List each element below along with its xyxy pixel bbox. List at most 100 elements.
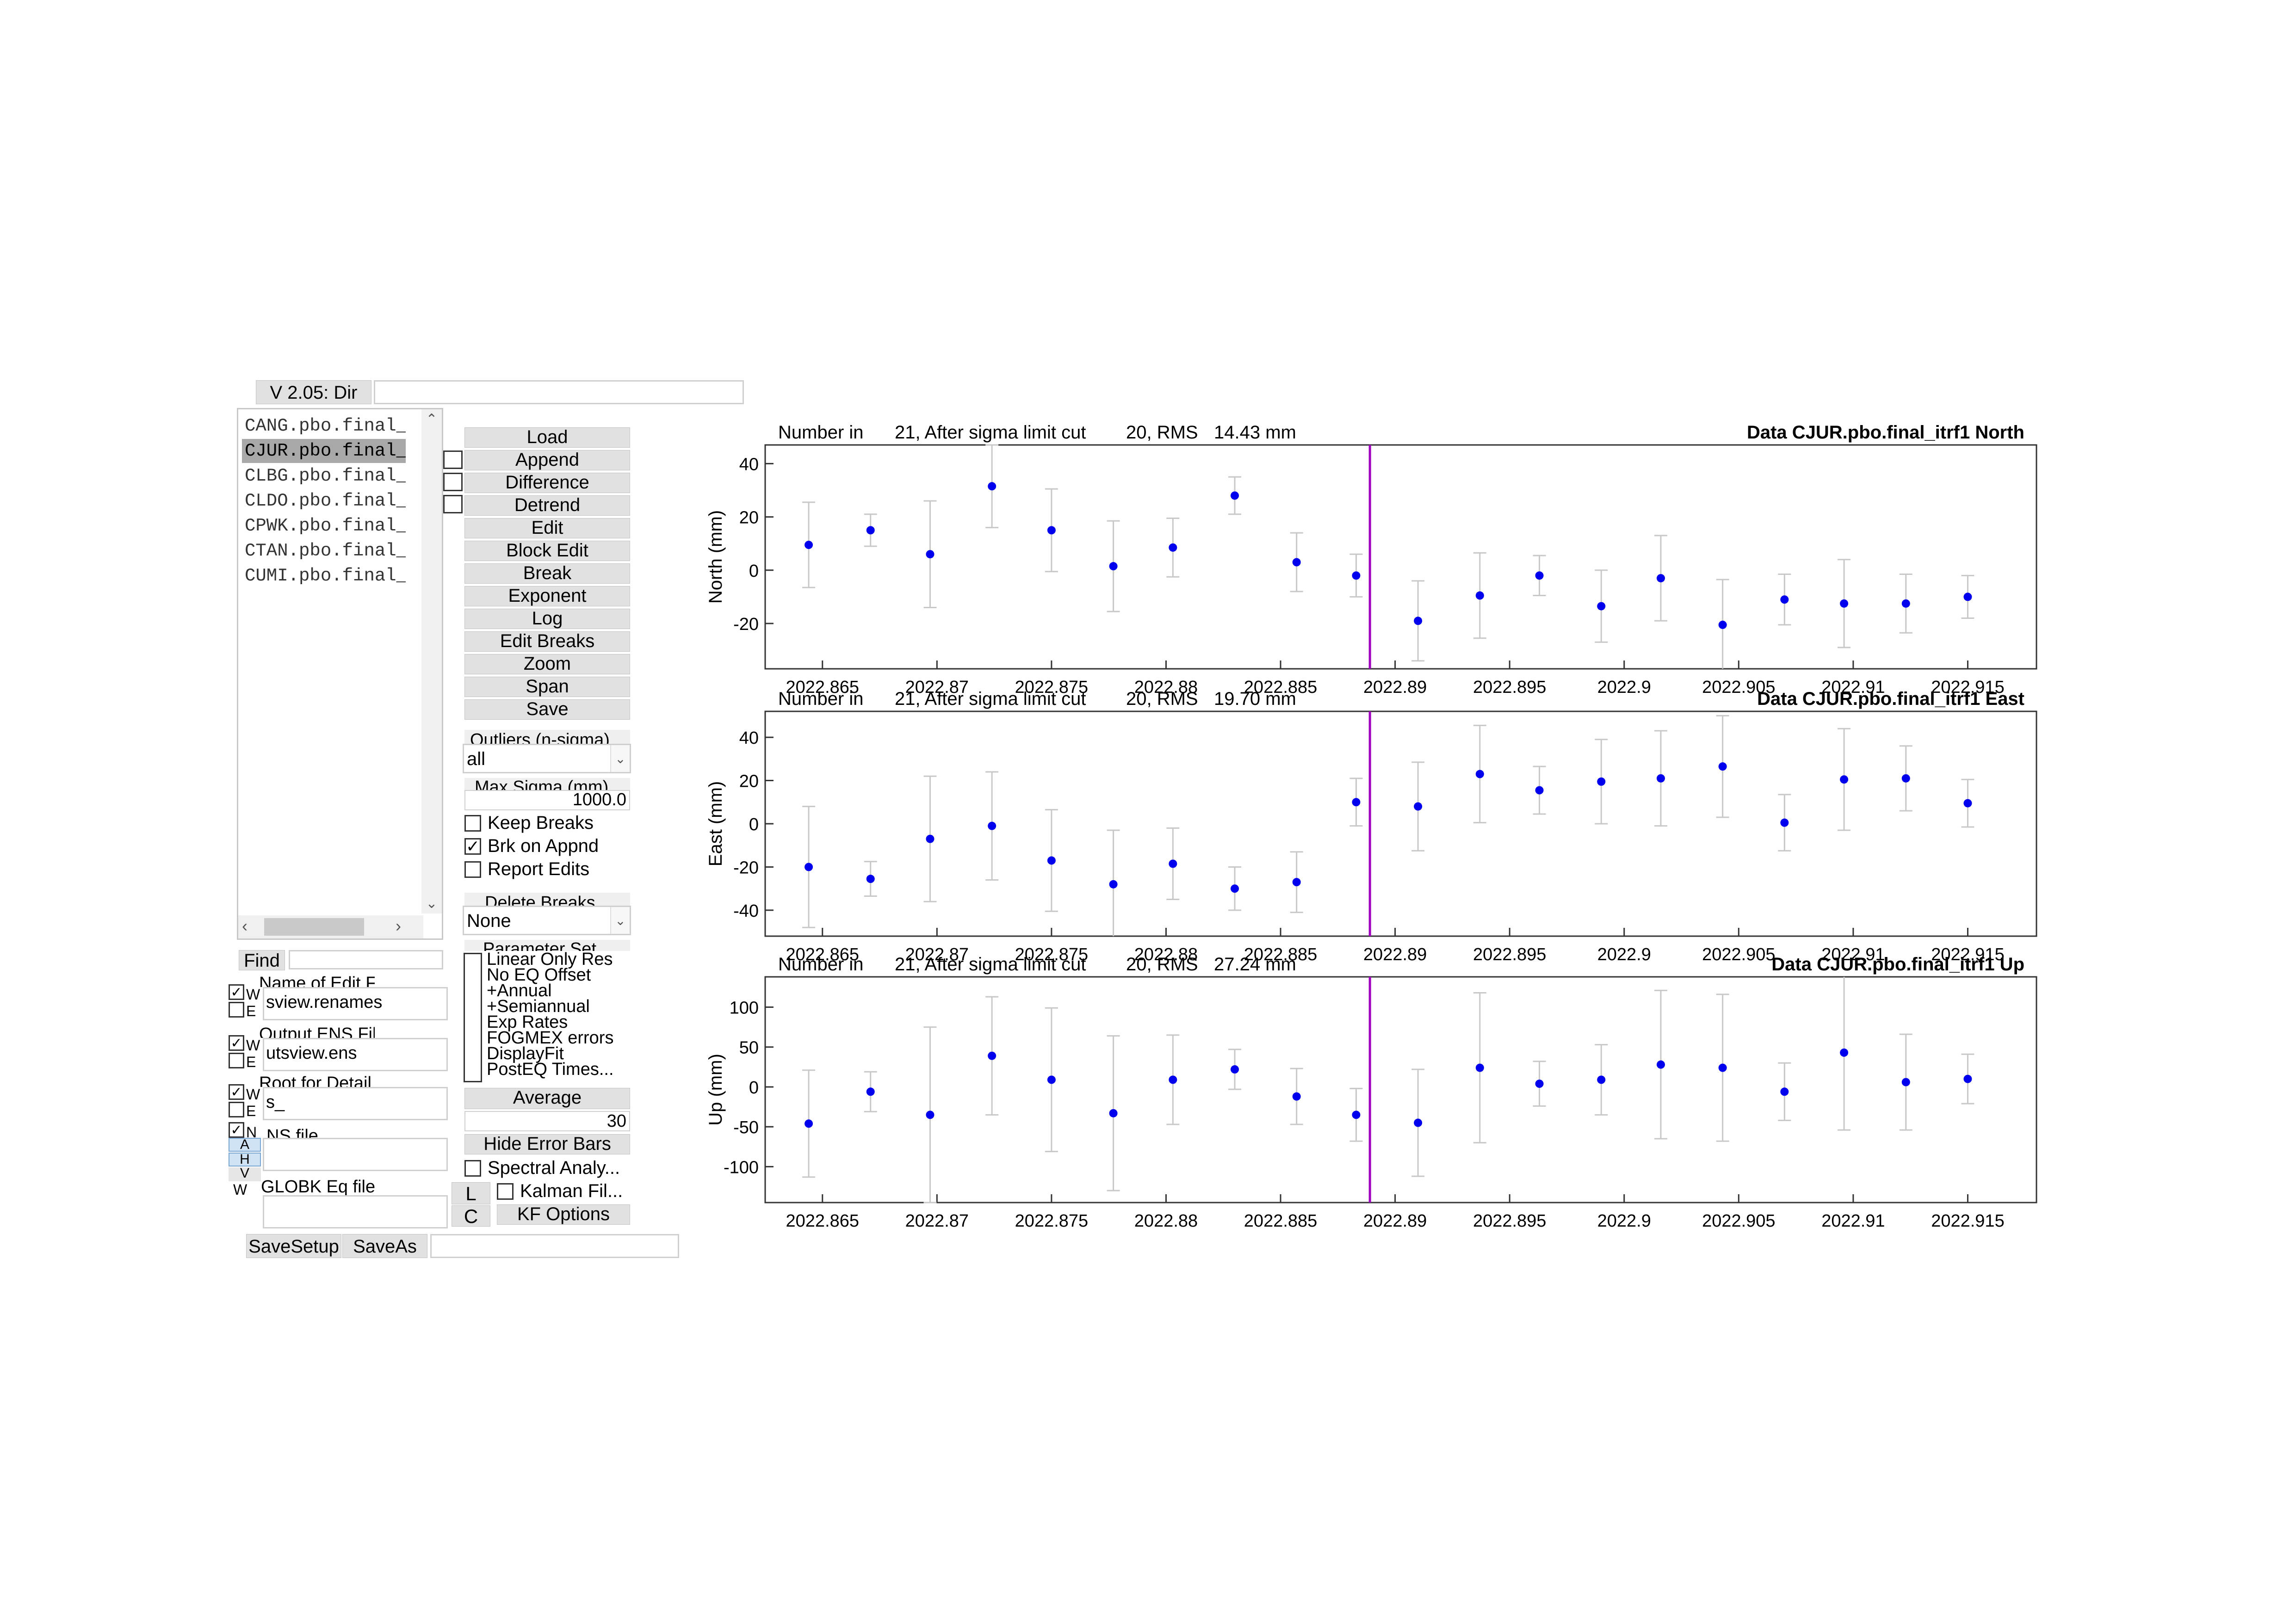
list-check-2[interactable] [443,473,463,491]
find-input[interactable] [289,950,443,969]
ns-input[interactable] [263,1138,448,1171]
max-sigma-input[interactable]: 1000.0 [464,790,630,810]
parameter-item[interactable]: +Annual [487,981,552,1000]
data-point [1292,878,1301,887]
block-edit-button[interactable]: Block Edit [464,541,630,561]
parameter-item[interactable]: Linear Only Res [487,950,613,969]
root-checkbox[interactable]: ✓ [229,1084,244,1100]
x-tick-label: 2022.915 [1931,678,2005,697]
horizontal-scrollbar[interactable]: ‹ › [238,915,423,938]
list-check-3[interactable] [443,495,463,513]
list-item[interactable]: CTAN.pbo.final_ [245,541,406,561]
c-button[interactable]: C [452,1205,490,1227]
ens-file-checkbox-2[interactable] [229,1053,244,1068]
outliers-select[interactable]: all ⌄ [463,744,631,773]
x-tick-label: 2022.87 [905,678,969,697]
x-tick-label: 2022.865 [786,678,860,697]
save-as-button[interactable]: SaveAs [342,1234,427,1258]
data-point [1292,1092,1301,1101]
hide-error-bars-button[interactable]: Hide Error Bars [464,1134,630,1154]
parameter-item[interactable]: Exp Rates [487,1012,568,1032]
append-button[interactable]: Append [464,450,630,470]
root-checkbox-2[interactable] [229,1102,244,1117]
edit-file-checkbox-2[interactable] [229,1002,244,1018]
parameter-set-list[interactable]: Linear Only Res No EQ Offset +Annual +Se… [463,950,631,1085]
list-item[interactable]: CANG.pbo.final_ [245,416,406,436]
l-button[interactable]: L [452,1182,490,1204]
average-input[interactable]: 30 [464,1111,630,1131]
kf-options-button[interactable]: KF Options [497,1204,630,1225]
x-tick-label: 2022.91 [1821,1211,1885,1231]
find-button[interactable]: Find [239,950,285,970]
list-item[interactable]: CLBG.pbo.final_ [245,466,406,486]
edit-file-input[interactable]: sview.renames [263,987,448,1020]
parameter-item[interactable]: DisplayFit [487,1044,564,1063]
scroll-thumb[interactable] [264,918,364,936]
file-list[interactable]: CANG.pbo.final_ CJUR.pbo.final_ CLBG.pbo… [237,408,443,940]
scroll-right-icon[interactable]: › [396,916,401,935]
side-letter-v[interactable]: V [229,1166,261,1181]
log-button[interactable]: Log [464,609,630,629]
average-button[interactable]: Average [464,1088,630,1109]
y-tick-label: 0 [749,815,759,834]
kalman-checkbox[interactable] [497,1183,514,1200]
spectral-checkbox[interactable] [464,1160,481,1177]
chevron-down-icon[interactable]: ⌄ [610,745,630,772]
edit-breaks-button[interactable]: Edit Breaks [464,631,630,652]
ns-checkbox[interactable]: ✓ [229,1122,244,1138]
edit-file-checkbox[interactable]: ✓ [229,984,244,1000]
parameter-item[interactable]: +Semiannual [487,997,590,1016]
data-point [1169,859,1177,868]
list-item[interactable]: CLDO.pbo.final_ [245,491,406,511]
root-input[interactable]: s_ [263,1087,448,1120]
globk-input[interactable] [263,1195,448,1228]
detrend-button[interactable]: Detrend [464,495,630,516]
report-edits-checkbox[interactable] [464,861,481,878]
data-point [926,1111,934,1119]
x-tick-label: 2022.905 [1702,678,1776,697]
difference-button[interactable]: Difference [464,473,630,493]
ens-file-input[interactable]: utsview.ens [263,1038,448,1071]
stats-label: Number in [778,689,864,709]
parameter-item[interactable]: No EQ Offset [487,965,591,985]
x-tick-label: 2022.9 [1597,945,1651,964]
list-check-1[interactable] [443,450,463,469]
parameter-set-check[interactable] [464,953,482,1082]
side-letter-a[interactable]: A [229,1138,261,1152]
vertical-scrollbar[interactable]: ⌃ ⌄ [421,409,442,913]
dir-input[interactable] [374,380,744,404]
parameter-item[interactable]: FOGMEX errors [487,1028,614,1048]
scroll-left-icon[interactable]: ‹ [242,916,248,935]
side-letter-e: E [246,1003,256,1019]
scroll-down-icon[interactable]: ⌄ [426,896,438,911]
span-button[interactable]: Span [464,677,630,697]
save-setup-button[interactable]: SaveSetup [246,1234,341,1258]
y-axis-label: East (mm) [706,781,726,866]
delete-breaks-select[interactable]: None ⌄ [463,906,631,935]
scroll-up-icon[interactable]: ⌃ [426,412,438,427]
brk-on-appnd-checkbox[interactable]: ✓ [464,838,481,855]
save-button[interactable]: Save [464,699,630,720]
side-letter-e-2: E [246,1054,256,1070]
zoom-button[interactable]: Zoom [464,654,630,674]
setup-input[interactable] [430,1234,679,1258]
list-item[interactable]: CPWK.pbo.final_ [245,516,406,536]
x-tick-label: 2022.88 [1134,1211,1198,1231]
exponent-button[interactable]: Exponent [464,586,630,606]
side-letter-w-2: W [246,1037,260,1054]
data-point [1535,1080,1544,1088]
data-point [1963,1074,1972,1083]
data-point [1109,880,1118,889]
load-button[interactable]: Load [464,427,630,448]
brk-on-appnd-label: Brk on Appnd [488,836,599,856]
keep-breaks-checkbox[interactable] [464,815,481,832]
edit-button[interactable]: Edit [464,518,630,538]
list-item[interactable]: CUMI.pbo.final_ [245,566,406,586]
side-letter-h[interactable]: H [229,1153,261,1166]
data-point [1597,602,1606,611]
ens-file-checkbox[interactable]: ✓ [229,1035,244,1051]
chevron-down-icon[interactable]: ⌄ [610,907,630,934]
break-button[interactable]: Break [464,563,630,584]
list-item[interactable]: CJUR.pbo.final_ [242,439,406,463]
parameter-item[interactable]: PostEQ Times... [487,1060,614,1079]
